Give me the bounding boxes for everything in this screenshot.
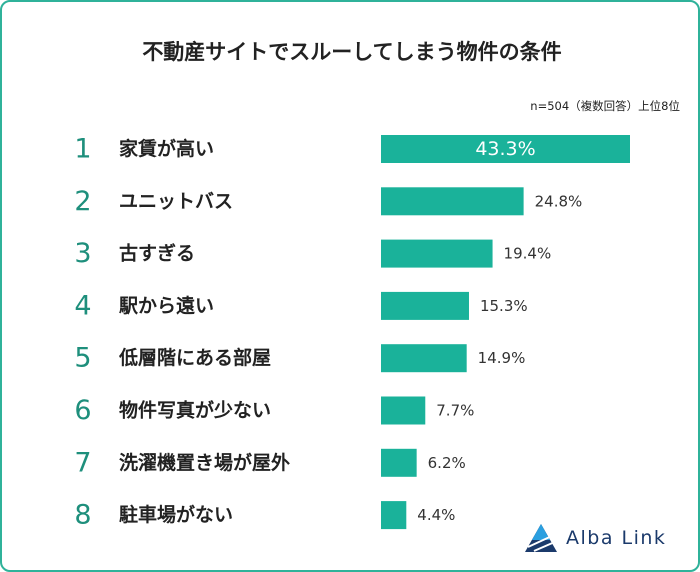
value-label: 6.2% [428,454,466,472]
bar [381,291,469,320]
value-label: 43.3% [475,138,535,160]
sample-note: n=504（複数回答）上位8位 [530,99,680,113]
logo-text: Alba Link [566,527,667,549]
value-label: 15.3% [480,297,528,315]
category-label: 低層階にある部屋 [118,346,271,369]
rank-number: 1 [74,134,91,165]
rank-number: 3 [74,238,91,269]
value-label: 19.4% [504,245,552,263]
value-label: 24.8% [535,192,583,210]
bar [381,187,524,216]
chart-title: 不動産サイトでスルーしてしまう物件の条件 [142,40,562,64]
value-label: 7.7% [436,402,474,420]
logo-mark-icon [525,524,558,552]
bar [381,448,417,477]
category-label: ユニットバス [119,190,233,212]
bar [381,135,630,163]
category-label: 駐車場がない [119,503,233,526]
rank-number: 8 [74,500,91,531]
category-label: 洗濯機置き場が屋外 [119,451,290,474]
bar [381,344,467,373]
rank-number: 5 [74,343,91,374]
value-label: 4.4% [417,506,455,524]
bar [381,239,493,268]
category-label: 家賃が高い [119,137,214,160]
bar [381,396,426,425]
bar [381,501,407,530]
category-label: 古すぎる [119,242,195,265]
rank-number: 4 [74,290,91,321]
category-label: 物件写真が少ない [119,399,271,422]
rank-number: 2 [74,186,91,217]
alba-link-logo: Alba Link [524,522,666,554]
category-label: 駅から遠い [118,295,214,317]
value-label: 14.9% [478,349,526,367]
rank-number: 6 [74,395,91,426]
rank-number: 7 [74,447,91,478]
